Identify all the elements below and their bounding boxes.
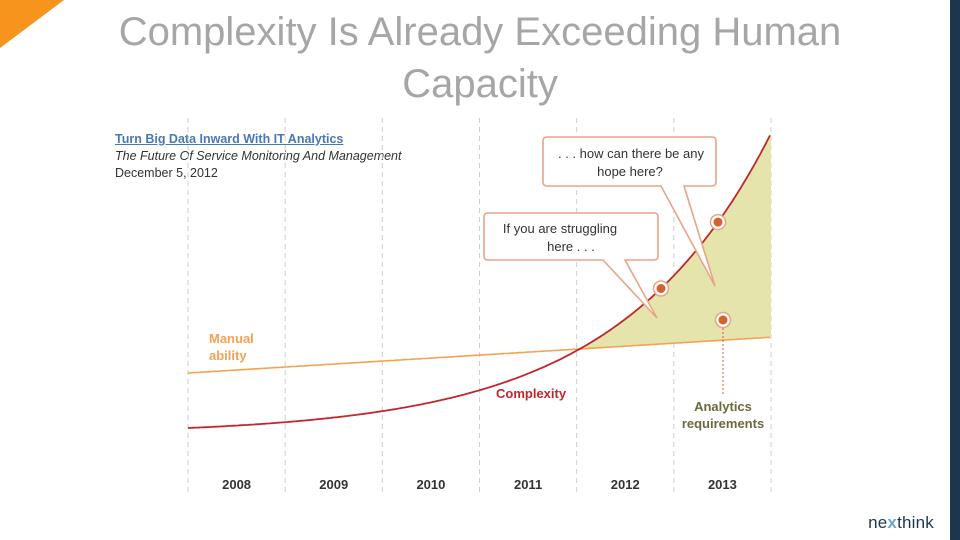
callout-struggling-line-2: here . . . [547,239,595,254]
source-subtitle: The Future Of Service Monitoring And Man… [115,149,402,163]
marker-struggling [652,280,670,297]
callout-hope-line-2: hope here? [597,164,663,179]
tick-label-2011: 2011 [514,477,542,492]
series-line-manual-ability [187,336,771,374]
right-sidebar-bar [950,0,960,540]
tick-label-2013: 2013 [708,477,737,492]
analytics-gap-area [580,133,771,349]
marker-hope [709,213,727,231]
manual-ability-label-line-1: Manual [209,331,254,346]
nexthink-logo: nexthink [868,513,934,532]
slide-title: Complexity Is Already Exceeding Human Ca… [118,10,842,106]
manual-ability-label-line-2: ability [209,348,247,363]
tick-label-2010: 2010 [416,477,445,492]
callout-struggling-line-1: If you are struggling [503,221,617,236]
tick-label-2009: 2009 [319,477,348,492]
source-citation: Turn Big Data Inward With IT Analytics T… [115,131,401,182]
callout-struggling: If you are struggling here . . . [483,212,659,319]
complexity-label: Complexity [496,386,567,401]
marker-analytics [714,311,732,329]
tick-label-2012: 2012 [611,477,640,492]
series-line-complexity [187,134,771,429]
analytics-label-line-2: requirements [682,416,764,431]
accent-corner [0,0,64,48]
source-link[interactable]: Turn Big Data Inward With IT Analytics [115,132,344,146]
analytics-label-line-1: Analytics [694,399,752,414]
callout-hope: . . . how can there be any hope here? [542,136,717,287]
tick-label-2008: 2008 [222,477,251,492]
callout-hope-line-1: . . . how can there be any [558,146,704,161]
source-date: December 5, 2012 [115,166,218,180]
